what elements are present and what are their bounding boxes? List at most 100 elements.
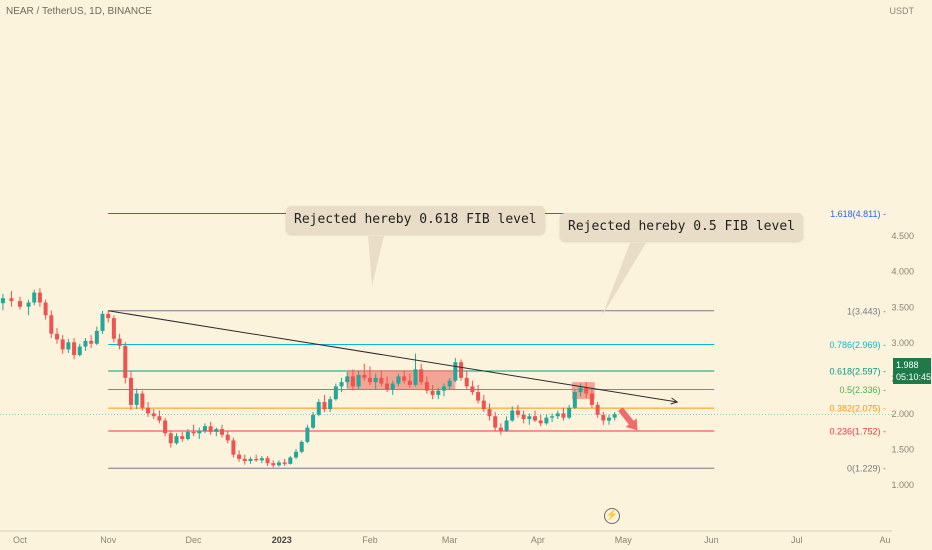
candle-body: [185, 431, 190, 439]
candle: [339, 377, 344, 393]
lightning-icon[interactable]: ⚡: [604, 508, 620, 524]
trendline-drawing[interactable]: [108, 236, 679, 431]
callout-fib-05[interactable]: Rejected hereby 0.5 FIB level: [560, 213, 803, 241]
candle-body: [94, 330, 99, 344]
fib-label-0.5: 0.5(2.336) -: [839, 385, 886, 395]
candle-body: [265, 458, 270, 464]
candle-body: [248, 458, 253, 462]
candle: [510, 406, 515, 422]
candle: [561, 407, 566, 421]
candle-body: [163, 420, 168, 434]
candle: [487, 403, 492, 421]
candle-body: [43, 302, 48, 316]
candle-body: [481, 400, 486, 410]
candle: [117, 333, 122, 350]
candle-body: [493, 416, 498, 428]
candle: [601, 411, 606, 425]
candle: [407, 373, 412, 388]
candle-body: [572, 392, 577, 408]
candle: [180, 431, 185, 442]
candle-body: [459, 362, 464, 378]
candle: [436, 387, 441, 400]
last-price-value: 1.988: [896, 360, 919, 370]
candle-body: [350, 376, 355, 387]
candle-body: [282, 462, 287, 464]
candle: [447, 377, 452, 390]
x-tick-label: Mar: [442, 535, 458, 545]
candle: [299, 440, 304, 454]
candle-body: [367, 377, 372, 383]
candle-body: [345, 376, 350, 383]
fib-label-0.618: 0.618(2.597) -: [829, 366, 886, 376]
candle: [476, 384, 481, 404]
candle-body: [276, 462, 281, 466]
candle: [572, 389, 577, 410]
candle-body: [561, 413, 566, 418]
candle: [294, 448, 299, 459]
candle-body: [339, 382, 344, 387]
candle: [316, 399, 321, 417]
fib-label-1: 1(3.443) -: [847, 306, 886, 316]
candle: [72, 338, 77, 360]
symbol-header: NEAR / TetherUS, 1D, BINANCE: [6, 6, 152, 17]
candle: [385, 376, 390, 393]
candle-body: [9, 298, 14, 302]
candle-body: [54, 333, 59, 340]
candle: [328, 396, 333, 412]
candle-body: [49, 315, 54, 334]
fib-retracement[interactable]: 0(1.229) - 0.236(1.752) - 0.382(2.075) - 0.…: [0, 209, 892, 474]
candle: [441, 383, 446, 397]
candle-body: [117, 338, 122, 346]
time-axis[interactable]: Oct Nov Dec 2023 Feb Mar Apr May Jun Jul Au: [13, 535, 891, 545]
candle-body: [100, 313, 105, 331]
candle-body: [515, 410, 520, 415]
candle-body: [271, 463, 276, 466]
candle: [322, 394, 327, 412]
candle: [481, 394, 486, 412]
fib-label-0.236: 0.236(1.752) -: [829, 427, 886, 437]
candle: [265, 456, 270, 467]
candle-body: [379, 377, 384, 384]
candle: [606, 414, 611, 425]
candle-body: [510, 410, 515, 421]
candle: [254, 454, 259, 462]
candle: [538, 414, 543, 427]
candle-body: [430, 390, 435, 395]
callout-fib-0618[interactable]: Rejected hereby 0.618 FIB level: [286, 206, 545, 234]
x-tick-label: May: [615, 535, 633, 545]
candle-body: [140, 393, 145, 408]
candle: [106, 311, 111, 323]
rejection-zones: [347, 370, 595, 400]
x-tick-label: Au: [879, 535, 890, 545]
candle-body: [407, 380, 412, 385]
candle-body: [231, 440, 236, 455]
candle: [185, 429, 190, 441]
callout-0618-tail: [368, 236, 384, 286]
x-tick-label: Jun: [704, 535, 719, 545]
candle-body: [544, 417, 549, 424]
y-tick-label: 4.000: [891, 267, 914, 277]
candle: [419, 363, 424, 385]
candle-body: [453, 362, 458, 381]
candle-body: [202, 426, 207, 431]
candle-body: [294, 451, 299, 458]
candle: [367, 366, 372, 385]
candle-body: [589, 393, 594, 405]
candle: [356, 370, 361, 390]
x-tick-label: Apr: [531, 535, 545, 545]
y-tick-label: 4.500: [891, 231, 914, 241]
forecast-down-arrow: [618, 407, 638, 431]
candle: [424, 376, 429, 394]
candle-body: [322, 402, 327, 410]
candle: [94, 326, 99, 346]
candle: [402, 370, 407, 384]
candle: [282, 458, 287, 467]
candle: [584, 382, 589, 398]
candle: [521, 410, 526, 424]
candle-body: [373, 377, 378, 383]
candle-body: [288, 457, 293, 464]
fib-label-0: 0(1.229) -: [847, 464, 886, 474]
candle-body: [464, 377, 469, 387]
candle: [527, 413, 532, 425]
